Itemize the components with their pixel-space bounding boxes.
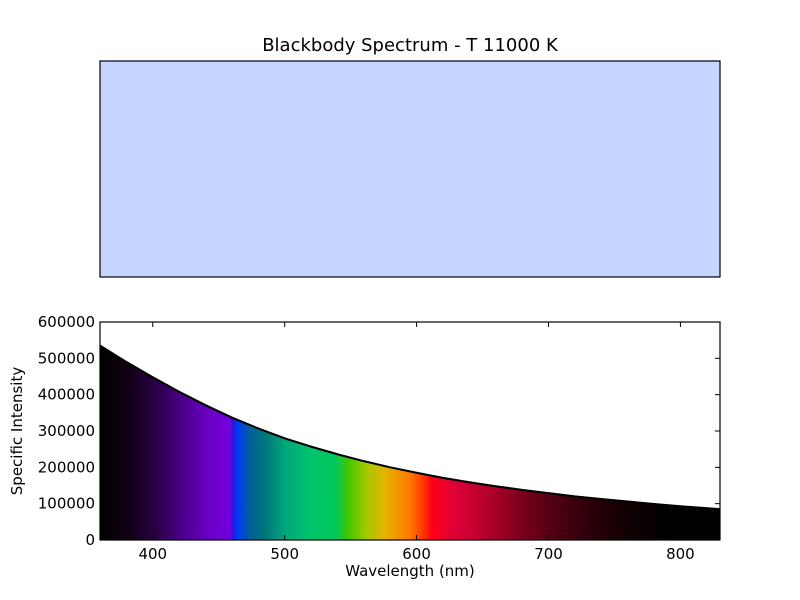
y-tick-label: 0 <box>85 531 95 549</box>
y-tick-label: 400000 <box>38 386 95 404</box>
y-tick-label: 600000 <box>38 313 95 331</box>
y-tick-label: 100000 <box>38 495 95 513</box>
chart-title: Blackbody Spectrum - T 11000 K <box>262 35 559 56</box>
spectrum-area <box>100 345 720 540</box>
x-tick-label: 700 <box>534 545 563 563</box>
color-swatch-panel <box>99 60 721 278</box>
x-tick-label: 400 <box>138 545 167 563</box>
y-axis-ticks: 0 100000 200000 300000 400000 500000 600000 <box>38 313 720 549</box>
y-tick-label: 500000 <box>38 349 95 367</box>
x-axis-ticks: 400 500 600 700 800 <box>138 322 695 563</box>
spectrum-curve <box>100 344 720 511</box>
x-axis-label: Wavelength (nm) <box>345 562 475 580</box>
y-tick-label: 200000 <box>38 458 95 476</box>
y-tick-label: 300000 <box>38 422 95 440</box>
x-tick-label: 500 <box>270 545 299 563</box>
x-tick-label: 600 <box>402 545 431 563</box>
x-tick-label: 800 <box>666 545 695 563</box>
y-axis-label: Specific Intensity <box>8 367 26 496</box>
